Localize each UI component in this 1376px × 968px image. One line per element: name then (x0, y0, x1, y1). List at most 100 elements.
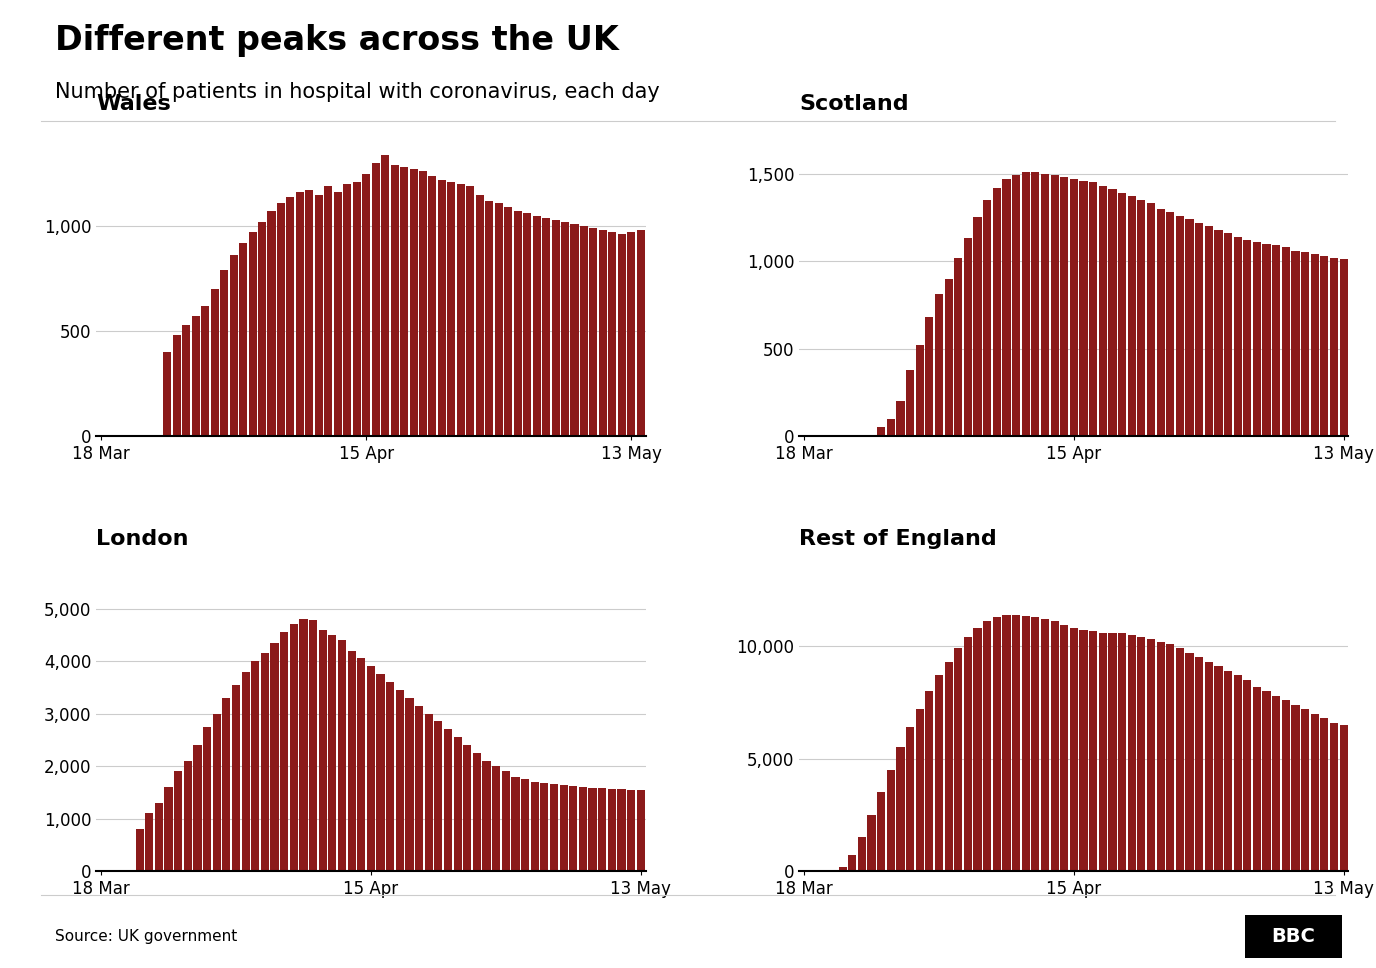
Bar (1263, 691, 1270, 871)
Bar (338, 640, 347, 871)
Bar (1204, 227, 1212, 437)
Bar (271, 643, 279, 871)
Bar (223, 698, 231, 871)
Text: Source: UK government: Source: UK government (55, 929, 237, 944)
Bar (400, 167, 409, 437)
Bar (1079, 630, 1087, 871)
Bar (1156, 208, 1164, 437)
Bar (973, 217, 981, 437)
Bar (531, 782, 539, 871)
Bar (220, 270, 228, 437)
Bar (1165, 644, 1174, 871)
Bar (1060, 177, 1068, 437)
Bar (396, 690, 405, 871)
Bar (1340, 259, 1347, 437)
Bar (428, 175, 436, 437)
Bar (173, 335, 180, 437)
Bar (164, 352, 172, 437)
Bar (542, 218, 550, 437)
Bar (155, 802, 162, 871)
Bar (325, 186, 333, 437)
Bar (410, 169, 417, 437)
Bar (267, 211, 275, 437)
Bar (877, 428, 885, 437)
Bar (1233, 236, 1241, 437)
Bar (457, 184, 465, 437)
Bar (1254, 242, 1260, 437)
Bar (310, 620, 318, 871)
Bar (896, 401, 904, 437)
Bar (277, 203, 285, 437)
Bar (618, 789, 626, 871)
Bar (1292, 705, 1299, 871)
Bar (1302, 253, 1309, 437)
Bar (599, 230, 607, 437)
Bar (579, 227, 588, 437)
Bar (1302, 710, 1309, 871)
Bar (589, 788, 597, 871)
Bar (319, 629, 327, 871)
Bar (1117, 633, 1126, 871)
Bar (233, 684, 241, 871)
Bar (1088, 631, 1097, 871)
Bar (954, 649, 962, 871)
Bar (252, 661, 260, 871)
Bar (1175, 649, 1183, 871)
Text: BBC: BBC (1271, 927, 1315, 946)
Bar (523, 214, 531, 437)
Bar (1021, 616, 1029, 871)
Bar (239, 243, 248, 437)
Bar (286, 197, 294, 437)
Bar (579, 787, 588, 871)
Bar (315, 195, 323, 437)
Bar (281, 632, 289, 871)
Bar (1146, 639, 1154, 871)
Bar (934, 676, 943, 871)
Bar (867, 815, 875, 871)
Bar (305, 191, 314, 437)
Bar (1137, 199, 1145, 437)
Bar (1040, 619, 1049, 871)
Bar (454, 738, 462, 871)
Bar (1040, 173, 1049, 437)
Bar (184, 761, 191, 871)
Bar (406, 698, 414, 871)
Bar (495, 203, 502, 437)
Bar (486, 200, 494, 437)
Bar (838, 866, 846, 871)
Bar (512, 776, 520, 871)
Bar (334, 193, 341, 437)
Bar (372, 163, 380, 437)
Bar (1050, 175, 1058, 437)
Bar (1021, 171, 1029, 437)
Bar (599, 788, 607, 871)
Bar (513, 211, 522, 437)
Bar (1204, 662, 1212, 871)
Bar (1273, 245, 1280, 437)
Bar (476, 195, 484, 437)
Bar (1282, 700, 1289, 871)
Bar (915, 346, 923, 437)
Bar (1127, 197, 1135, 437)
Bar (561, 222, 570, 437)
Bar (1340, 725, 1347, 871)
Bar (1011, 175, 1020, 437)
Bar (444, 729, 453, 871)
Bar (637, 230, 645, 437)
Bar (1263, 244, 1270, 437)
Bar (552, 220, 560, 437)
Bar (204, 727, 212, 871)
Bar (387, 682, 395, 871)
Bar (1175, 216, 1183, 437)
Bar (1050, 621, 1058, 871)
Bar (1002, 615, 1010, 871)
Bar (1060, 624, 1068, 871)
Bar (886, 419, 894, 437)
Bar (877, 793, 885, 871)
Bar (1273, 696, 1280, 871)
Bar (1223, 671, 1232, 871)
Bar (1321, 718, 1328, 871)
Bar (550, 784, 559, 871)
Bar (954, 257, 962, 437)
Bar (982, 199, 991, 437)
